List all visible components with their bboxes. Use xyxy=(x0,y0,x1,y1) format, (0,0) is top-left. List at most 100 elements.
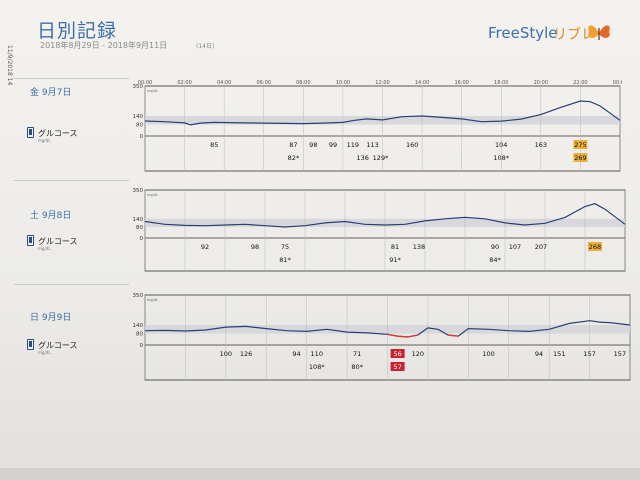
glucose-curve xyxy=(144,203,626,228)
reading-value: 94 xyxy=(535,350,543,358)
sensor-unit: mg/dL xyxy=(38,246,51,251)
high-reading-box xyxy=(573,153,588,162)
x-tick-label: 20:00 xyxy=(534,80,548,86)
x-tick-label: 06:00 xyxy=(257,80,271,86)
reading-value: 120 xyxy=(412,350,424,358)
reading-value: 107 xyxy=(509,243,521,251)
low-glucose-segment xyxy=(387,333,398,337)
reading-value: 81 xyxy=(391,243,399,251)
sensor-unit: mg/dL xyxy=(38,138,51,143)
y-tick-label: 80 xyxy=(136,123,143,129)
y-tick-label: 350 xyxy=(133,293,144,299)
x-tick-label: 00:00 xyxy=(138,80,152,86)
x-tick-label: 16:00 xyxy=(454,80,468,86)
y-tick-label: 140 xyxy=(133,323,144,329)
reader-device-icon xyxy=(27,127,34,138)
sensor-label: グルコース xyxy=(38,237,78,246)
sensor-label: グルコース xyxy=(38,341,78,350)
glucose-curve xyxy=(144,100,621,126)
x-tick-label: 04:00 xyxy=(217,80,231,86)
reading-value: 275 xyxy=(574,141,586,149)
reading-value: 119 xyxy=(347,141,359,149)
y-tick-label: 140 xyxy=(133,114,144,120)
day-label: 金 9月7日 xyxy=(30,88,72,98)
print-date: 11/9/2018 14 xyxy=(6,45,13,86)
reading-value: 80* xyxy=(351,363,363,371)
x-tick-label: 22:00 xyxy=(573,80,587,86)
x-tick-label: 02:00 xyxy=(177,80,191,86)
low-reading-box xyxy=(390,362,405,371)
reading-value: 98 xyxy=(309,141,317,149)
reading-value: 113 xyxy=(366,141,378,149)
reading-value: 136 xyxy=(356,154,368,162)
brand-sub: リブレ xyxy=(553,27,595,43)
reading-value: 163 xyxy=(535,141,547,149)
reading-value: 90 xyxy=(491,243,499,251)
y-tick-label: 0 xyxy=(140,134,144,140)
x-tick-label: 14:00 xyxy=(415,80,429,86)
y-unit-label: mg/dL xyxy=(147,298,158,302)
y-unit-label: mg/dL xyxy=(147,193,158,197)
reading-value: 138 xyxy=(413,243,425,251)
reader-device-icon xyxy=(27,339,34,350)
glucose-chart: 350 140 80 0 mg/dL 92 98 75 81 138 90 107 207 268 81* 9… xyxy=(133,188,626,272)
reading-value: 269 xyxy=(574,154,586,162)
reading-value: 151 xyxy=(553,350,565,358)
x-tick-label: 10:00 xyxy=(336,80,350,86)
reading-value: 84* xyxy=(489,256,501,264)
day-count: (14日) xyxy=(196,43,215,50)
reading-value: 92 xyxy=(201,243,209,251)
reading-value: 157 xyxy=(614,350,626,358)
sensor-unit: mg/dL xyxy=(38,350,51,355)
y-tick-label: 0 xyxy=(140,236,144,242)
reading-value: 91* xyxy=(389,256,401,264)
day-separator xyxy=(14,284,129,285)
low-glucose-segment xyxy=(397,335,408,338)
reading-value: 129* xyxy=(373,154,389,162)
reading-value: 108* xyxy=(493,154,509,162)
reading-value: 57 xyxy=(393,363,401,371)
day-separator xyxy=(14,180,129,181)
y-tick-label: 80 xyxy=(136,225,143,231)
page-title: 日別記録 xyxy=(37,20,118,42)
low-reading-box xyxy=(390,349,405,358)
reading-value: 157 xyxy=(583,350,595,358)
reading-value: 75 xyxy=(281,243,289,251)
reading-value: 126 xyxy=(240,350,252,358)
x-tick-label: 12:00 xyxy=(375,80,389,86)
reading-value: 71 xyxy=(353,350,361,358)
reading-value: 87 xyxy=(289,141,297,149)
x-tick-label: 18:00 xyxy=(494,80,508,86)
brand-logo: FreeStyle xyxy=(488,24,558,42)
high-reading-box xyxy=(588,242,602,251)
reading-value: 99 xyxy=(329,141,337,149)
date-range: 2018年8月29日 - 2018年9月11日 xyxy=(40,41,168,50)
reading-value: 104 xyxy=(495,141,507,149)
reading-value: 268 xyxy=(589,243,601,251)
glucose-chart: 350 140 80 0 mg/dL 100 126 94 110 71 56 120 100 94 151… xyxy=(133,293,631,381)
x-tick-label: 00:00 xyxy=(613,80,622,86)
day-label: 土 9月8日 xyxy=(30,211,72,221)
low-glucose-segment xyxy=(448,334,459,337)
reading-value: 110 xyxy=(311,350,323,358)
reading-value: 56 xyxy=(393,350,401,358)
reading-value: 100 xyxy=(220,350,232,358)
y-tick-label: 350 xyxy=(133,84,144,90)
glucose-chart: 350 140 80 0 mg/dL 00:00 02:00 04:00 06:00 08:00 1… xyxy=(133,80,622,172)
y-tick-label: 80 xyxy=(136,332,143,338)
sensor-label: グルコース xyxy=(38,129,78,138)
page-bottom-edge xyxy=(0,468,640,480)
y-unit-label: mg/dL xyxy=(147,89,158,93)
reading-value: 108* xyxy=(309,363,325,371)
y-tick-label: 0 xyxy=(140,343,144,349)
reading-value: 81* xyxy=(279,256,291,264)
reading-value: 100 xyxy=(482,350,494,358)
y-tick-label: 140 xyxy=(133,217,144,223)
reading-value: 94 xyxy=(292,350,300,358)
reading-value: 82* xyxy=(288,154,300,162)
reading-value: 207 xyxy=(535,243,547,251)
reading-value: 98 xyxy=(251,243,259,251)
high-reading-box xyxy=(573,140,588,149)
y-tick-label: 350 xyxy=(133,188,144,194)
